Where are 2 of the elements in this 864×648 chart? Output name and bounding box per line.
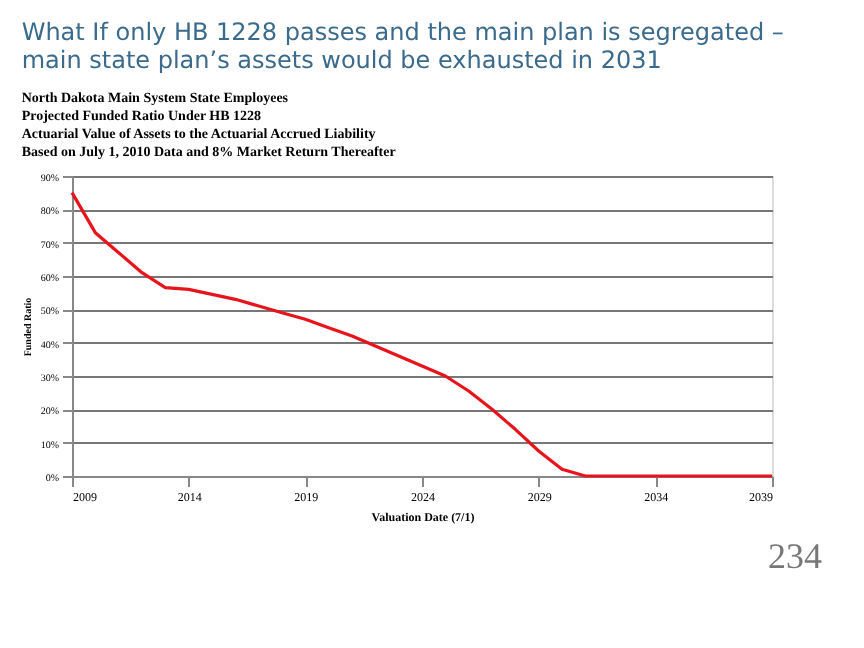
chart-title: What If only HB 1228 passes and the main plan is segregated – main state plan’s assets would be exhausted in 2031 — [21, 18, 784, 74]
text: 234 — [768, 536, 822, 576]
